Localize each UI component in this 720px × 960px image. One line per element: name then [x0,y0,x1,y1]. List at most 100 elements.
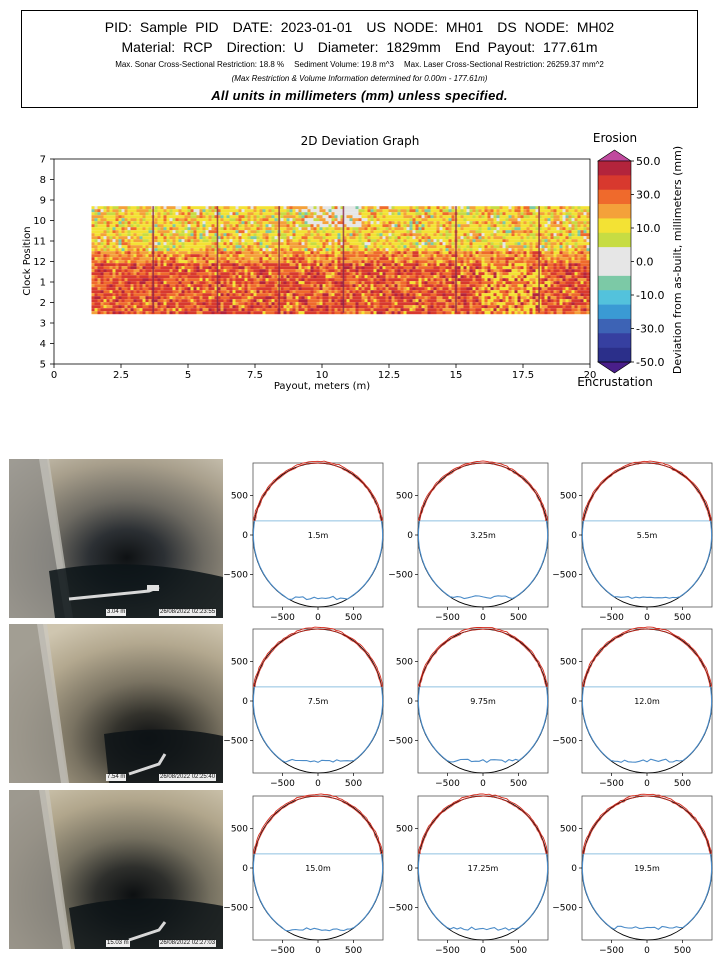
heatmap-cell [145,269,149,273]
heatmap-cell [439,224,443,228]
heatmap-cell [259,272,263,276]
heatmap-cell [553,254,557,258]
heatmap-cell [508,230,512,234]
heatmap-cell [124,257,128,261]
heatmap-cell [169,212,173,216]
heatmap-cell [364,293,368,297]
heatmap-cell [448,290,452,294]
heatmap-cell [508,212,512,216]
heatmap-cell [226,221,230,225]
heatmap-cell [463,284,467,288]
heatmap-cell [235,221,239,225]
heatmap-cell [436,266,440,270]
heatmap-cell [448,224,452,228]
heatmap-cell [154,263,158,267]
heatmap-cell [208,257,212,261]
heatmap-cell [289,233,293,237]
heatmap-cell [373,215,377,219]
heatmap-cell [106,269,110,273]
heatmap-cell [442,281,446,285]
heatmap-cell [382,209,386,213]
heatmap-cell [406,227,410,231]
heatmap-cell [520,269,524,273]
heatmap-cell [523,281,527,285]
heatmap-cell [280,236,284,240]
heatmap-cell [481,263,485,267]
heatmap-cell [379,263,383,267]
heatmap-cell [205,224,209,228]
heatmap-cell [106,257,110,261]
heatmap-cell [442,251,446,255]
heatmap-cell [394,230,398,234]
heatmap-cell [325,242,329,246]
heatmap-cell [319,227,323,231]
heatmap-cell [418,272,422,276]
heatmap-cell [178,227,182,231]
heatmap-cell [157,278,161,282]
heatmap-cell [205,263,209,267]
heatmap-cell [562,227,566,231]
heatmap-cell [319,221,323,225]
heatmap-cell [526,230,530,234]
heatmap-cell [457,230,461,234]
heatmap-cell [91,251,95,255]
heatmap-cell [343,218,347,222]
heatmap-cell [385,212,389,216]
heatmap-cell [436,233,440,237]
heatmap-cell [586,278,590,282]
heatmap-cell [577,209,581,213]
heatmap-cell [382,218,386,222]
heatmap-cell [304,209,308,213]
heatmap-cell [328,236,332,240]
heatmap-cell [181,248,185,252]
heatmap-cell [469,236,473,240]
heatmap-cell [538,236,542,240]
heatmap-cell [412,293,416,297]
heatmap-cell [199,236,203,240]
heatmap-cell [163,239,167,243]
heatmap-cell [358,230,362,234]
heatmap-cell [583,233,587,237]
heatmap-cell [283,248,287,252]
heatmap-cell [268,287,272,291]
heatmap-cell [337,218,341,222]
heatmap-cell [541,290,545,294]
heatmap-cell [121,212,125,216]
heatmap-cell [430,224,434,228]
heatmap-cell [433,209,437,213]
heatmap-cell [541,245,545,249]
heatmap-cell [436,272,440,276]
heatmap-cell [253,272,257,276]
heatmap-cell [466,254,470,258]
heatmap-cell [508,233,512,237]
heatmap-cell [181,233,185,237]
heatmap-cell [172,230,176,234]
heatmap-cell [268,260,272,264]
heatmap-cell [328,287,332,291]
heatmap-cell [178,239,182,243]
heatmap-cell [160,278,164,282]
heatmap-cell [271,254,275,258]
heatmap-cell [403,209,407,213]
heatmap-cell [397,257,401,261]
heatmap-cell [451,227,455,231]
heatmap-cell [586,272,590,276]
heatmap-cell [526,215,530,219]
heatmap-cell [313,239,317,243]
heatmap-cell [523,239,527,243]
heatmap-cell [355,236,359,240]
heatmap-cell [472,215,476,219]
heatmap-cell [505,251,509,255]
heatmap-cell [259,230,263,234]
heatmap-cell [238,254,242,258]
heatmap-cell [421,230,425,234]
heatmap-cell [508,251,512,255]
heatmap-cell [412,269,416,273]
heatmap-cell [514,245,518,249]
heatmap-cell [448,218,452,222]
heatmap-cell [514,227,518,231]
heatmap-cell [193,293,197,297]
heatmap-cell [523,263,527,267]
heatmap-cell [508,257,512,261]
heatmap-cell [439,263,443,267]
